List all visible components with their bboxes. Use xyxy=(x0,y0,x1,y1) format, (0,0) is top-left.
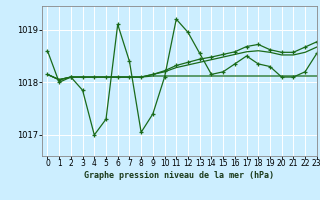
X-axis label: Graphe pression niveau de la mer (hPa): Graphe pression niveau de la mer (hPa) xyxy=(84,171,274,180)
